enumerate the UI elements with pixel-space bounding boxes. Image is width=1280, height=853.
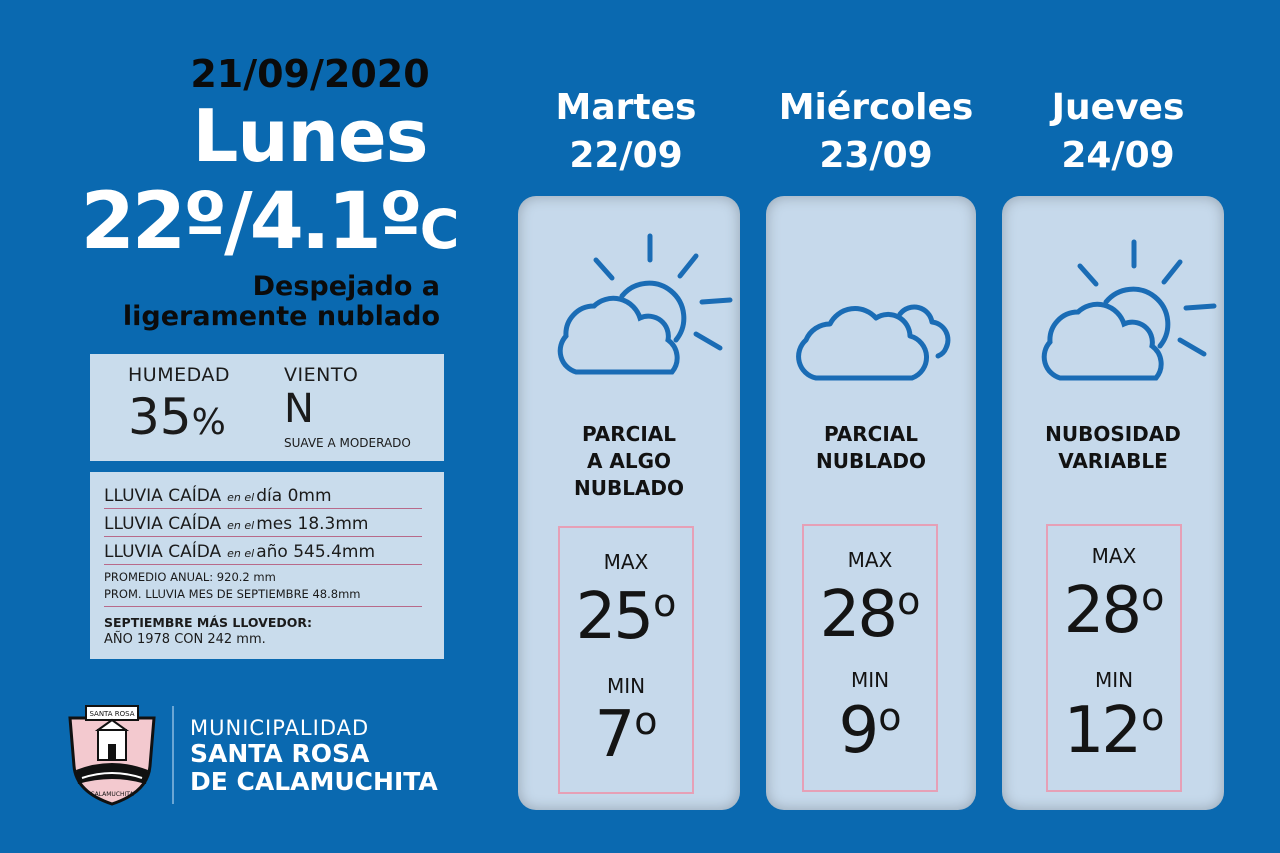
min-value: 12	[1063, 694, 1142, 768]
max-label: MAX	[603, 550, 649, 574]
condition-line-1: Despejado a	[252, 271, 440, 302]
rain-row-label: LLUVIA CAÍDA	[104, 486, 222, 506]
current-temperature: 22º/4.1ºC	[60, 174, 480, 278]
rain-row-year: LLUVIA CAÍDA en el año 545.4mm	[104, 542, 422, 565]
condition-line: NUBLADO	[573, 476, 685, 500]
max-temperature: 25o	[560, 580, 692, 654]
municipality-label: MUNICIPALIDAD	[190, 716, 370, 740]
min-temperature: 12o	[1048, 694, 1180, 768]
municipality-name-line-2: DE CALAMUCHITA	[190, 767, 438, 796]
condition-line: NUBOSIDAD	[1045, 422, 1181, 446]
min-value: 9	[838, 694, 880, 768]
partly-cloudy-sun-icon	[1041, 239, 1217, 381]
min-label: MIN	[606, 674, 646, 698]
degree-symbol: o	[634, 699, 658, 743]
min-temperature: 9o	[804, 694, 936, 768]
max-temperature: 28o	[1048, 574, 1180, 648]
min-temperature: 7o	[560, 698, 692, 772]
record-value: AÑO 1978 CON 242 mm.	[104, 632, 266, 647]
current-day: Lunes	[192, 94, 428, 178]
rain-row-label: LLUVIA CAÍDA	[104, 514, 222, 534]
humidity-value: 35%	[128, 388, 226, 446]
rain-row-connector: en el	[227, 491, 255, 504]
degree-symbol: o	[878, 695, 902, 739]
forecast-date: 22/09	[569, 135, 683, 176]
wind-description: SUAVE A MODERADO	[284, 436, 411, 450]
rain-row-period: día	[256, 486, 283, 506]
temperature-box-1: MAX 25o MIN 7o	[558, 526, 694, 794]
rain-row-value: 545.4mm	[293, 542, 376, 562]
divider	[104, 606, 422, 607]
logo-divider	[172, 706, 174, 804]
forecast-header-2: Miércoles 23/09	[746, 84, 1006, 180]
min-label: MIN	[1094, 668, 1134, 692]
annual-average: PROMEDIO ANUAL: 920.2 mm	[104, 570, 276, 584]
wind-value: N	[284, 386, 314, 432]
rain-row-day: LLUVIA CAÍDA en el día 0mm	[104, 486, 422, 509]
humidity-number: 35	[128, 388, 192, 446]
condition-line: PARCIAL	[823, 422, 919, 446]
condition-line: VARIABLE	[1058, 449, 1168, 473]
forecast-header-1: Martes 22/09	[496, 84, 756, 180]
rain-row-month: LLUVIA CAÍDA en el mes 18.3mm	[104, 514, 422, 537]
seal-bottom-text: CALAMUCHITA	[90, 791, 134, 798]
condition-line-2: ligeramente nublado	[122, 301, 440, 332]
municipality-name: SANTA ROSA DE CALAMUCHITA	[190, 740, 438, 796]
forecast-date: 24/09	[1061, 135, 1175, 176]
forecast-day: Miércoles	[778, 87, 974, 128]
max-temperature: 28o	[804, 578, 936, 652]
rain-row-period: mes	[256, 514, 293, 534]
max-label: MAX	[1091, 544, 1137, 568]
forecast-header-3: Jueves 24/09	[988, 84, 1248, 180]
max-value: 25	[575, 580, 654, 654]
rain-row-period: año	[256, 542, 288, 562]
rain-panel: LLUVIA CAÍDA en el día 0mm LLUVIA CAÍDA en …	[90, 472, 444, 659]
min-value: 7	[594, 698, 636, 772]
max-value: 28	[819, 578, 898, 652]
forecast-condition-1: PARCIAL A ALGO NUBLADO	[518, 421, 740, 502]
condition-line: A ALGO	[586, 449, 672, 473]
forecast-condition-3: NUBOSIDAD VARIABLE	[1002, 421, 1224, 475]
degree-symbol: o	[1141, 695, 1165, 739]
humidity-label: HUMEDAD	[128, 364, 231, 386]
forecast-condition-2: PARCIAL NUBLADO	[766, 421, 976, 475]
record-title: SEPTIEMBRE MÁS LLOVEDOR:	[104, 615, 312, 630]
seal-top-text: SANTA ROSA	[89, 710, 134, 718]
forecast-date: 23/09	[819, 135, 933, 176]
wind-label: VIENTO	[284, 364, 359, 386]
rain-row-value: 0mm	[287, 486, 332, 506]
humidity-wind-panel: HUMEDAD 35% VIENTO N SUAVE A MODERADO	[90, 354, 444, 461]
current-condition: Despejado a ligeramente nublado	[40, 272, 450, 332]
partly-cloudy-sun-icon	[557, 233, 733, 375]
forecast-card-3: NUBOSIDAD VARIABLE MAX 28o MIN 12o	[1002, 196, 1224, 810]
degree-symbol: o	[897, 579, 921, 623]
temperature-value: 22º/4.1º	[80, 177, 423, 267]
degree-symbol: o	[653, 581, 677, 625]
rain-row-connector: en el	[227, 547, 255, 560]
humidity-unit: %	[191, 402, 226, 443]
rain-row-label: LLUVIA CAÍDA	[104, 542, 222, 562]
current-date: 21/09/2020	[190, 52, 430, 96]
temperature-box-3: MAX 28o MIN 12o	[1046, 524, 1182, 792]
rain-row-value: 18.3mm	[297, 514, 369, 534]
min-label: MIN	[850, 668, 890, 692]
forecast-day: Martes	[555, 87, 697, 128]
september-average: PROM. LLUVIA MES DE SEPTIEMBRE 48.8mm	[104, 587, 361, 601]
municipality-seal-icon: SANTA ROSA CALAMUCHITA	[68, 705, 156, 806]
temperature-unit: C	[419, 198, 460, 261]
cloudy-icon	[796, 304, 951, 381]
forecast-card-2: PARCIAL NUBLADO MAX 28o MIN 9o	[766, 196, 976, 810]
temperature-box-2: MAX 28o MIN 9o	[802, 524, 938, 792]
max-label: MAX	[847, 548, 893, 572]
municipality-name-line-1: SANTA ROSA	[190, 739, 370, 768]
max-value: 28	[1063, 574, 1142, 648]
rain-row-connector: en el	[227, 519, 255, 532]
degree-symbol: o	[1141, 575, 1165, 619]
condition-line: PARCIAL	[581, 422, 677, 446]
condition-line: NUBLADO	[815, 449, 927, 473]
forecast-day: Jueves	[1051, 87, 1185, 128]
forecast-card-1: PARCIAL A ALGO NUBLADO MAX 25o MIN 7o	[518, 196, 740, 810]
